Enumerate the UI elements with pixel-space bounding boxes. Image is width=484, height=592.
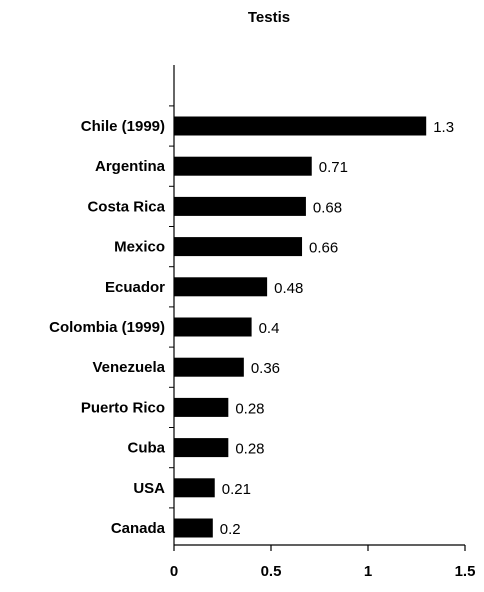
data-label: 0.71: [319, 159, 348, 176]
category-label: USA: [133, 480, 165, 497]
x-tick-label: 0.5: [261, 563, 282, 580]
data-label: 0.28: [235, 441, 264, 458]
data-label: 0.4: [259, 320, 280, 337]
x-tick-label: 1.5: [455, 563, 476, 580]
category-label: Canada: [111, 520, 166, 537]
category-label: Costa Rica: [87, 198, 165, 215]
bar: [174, 357, 244, 377]
x-tick-label: 0: [170, 563, 178, 580]
bars: [174, 116, 427, 538]
bar: [174, 397, 229, 417]
bar: [174, 277, 268, 297]
data-label: 0.2: [220, 521, 241, 538]
bar: [174, 438, 229, 458]
category-label: Argentina: [95, 158, 166, 175]
category-label: Cuba: [128, 440, 166, 457]
data-label: 0.21: [222, 481, 251, 498]
data-label: 0.68: [313, 199, 342, 216]
bar: [174, 237, 303, 257]
category-label: Mexico: [114, 239, 165, 256]
category-label: Venezuela: [92, 359, 165, 376]
data-label: 1.3: [433, 119, 454, 136]
bar: [174, 156, 312, 176]
category-label: Colombia (1999): [49, 319, 165, 336]
data-label: 0.36: [251, 360, 280, 377]
data-label: 0.66: [309, 240, 338, 257]
x-tick-label: 1: [364, 563, 372, 580]
bar: [174, 478, 215, 498]
bar: [174, 317, 252, 337]
category-label: Chile (1999): [81, 118, 165, 135]
axes: [169, 65, 465, 546]
bar: [174, 116, 427, 136]
category-labels: Chile (1999) Argentina Costa Rica Mexico Ecu…: [49, 118, 166, 537]
bar: [174, 196, 306, 216]
x-axis-ticks: 0 0.5 1 1.5: [170, 545, 476, 580]
category-label: Puerto Rico: [81, 399, 165, 416]
chart-title: Testis: [248, 9, 290, 26]
data-labels: 1.3 0.71 0.68 0.66 0.48 0.4 0.36 0.28 0.28 0.21 0.…: [220, 119, 454, 538]
data-label: 0.28: [235, 400, 264, 417]
data-label: 0.48: [274, 280, 303, 297]
category-label: Ecuador: [105, 279, 165, 296]
bar: [174, 518, 213, 538]
